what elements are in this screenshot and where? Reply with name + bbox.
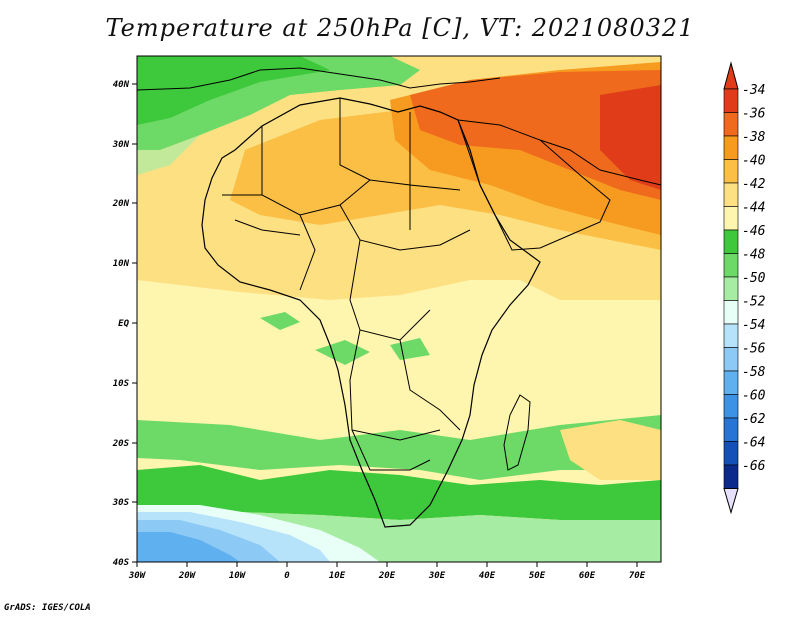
colorbar-label: -34 [742,83,765,98]
colorbar-swatch [723,182,739,207]
lat-tick-labels: 40N 30N 20N 10N EQ 10S 20S 30S 40S [112,80,130,568]
lon-tick-label: 20E [378,571,396,581]
lat-tick-label: 30N [112,140,130,150]
colorbar-swatch [723,135,739,160]
colorbar-label: -46 [742,224,766,239]
colorbar-label: -42 [742,177,766,192]
colorbar-swatch [723,441,739,466]
colorbar-swatch [723,347,739,372]
lon-tick-label: 20W [178,571,197,581]
colorbar-swatch [723,300,739,325]
colorbar-swatch [723,464,739,489]
colorbar-label: -36 [742,107,766,122]
lat-tick-label: 40S [113,558,130,568]
colorbar-bottom-arrow [723,488,739,515]
colorbar-label: -62 [742,412,766,427]
temperature-field [137,56,661,562]
grads-credit: GrADS: IGES/COLA [4,603,91,613]
colorbar-swatch [723,276,739,301]
colorbar-swatch [723,394,739,419]
lat-tick-label: EQ [118,319,129,329]
colorbar-label: -48 [742,248,766,263]
colorbar-swatch [723,323,739,348]
colorbar-swatch [723,229,739,254]
lon-tick-label: 10E [329,571,346,581]
colorbar-top-arrow [723,61,739,90]
colorbar-swatch [723,159,739,184]
colorbar-label: -64 [742,436,765,451]
lon-tick-label: 30W [128,571,147,581]
colorbar-swatch [723,253,739,278]
lat-tick-label: 30S [112,498,130,508]
colorbar-label: -60 [742,389,766,404]
lat-tick-label: 20S [112,439,130,449]
lon-tick-label: 40E [479,571,496,581]
colorbar-swatch [723,370,739,395]
lon-tick-label: 30E [428,571,446,581]
colorbar-label: -58 [742,365,766,380]
lon-tick-label: 50E [529,571,546,581]
lat-tick-label: 10S [113,379,130,389]
colorbar-label: -52 [742,295,766,310]
colorbar-swatch [723,112,739,137]
colorbar-label: -44 [742,201,765,216]
lat-tick-label: 10N [113,259,130,269]
axis-ticks [132,83,638,567]
colorbar-label: -40 [742,154,766,169]
colorbar-label: -50 [742,271,766,286]
lat-tick-label: 20N [112,199,130,209]
map-title: Temperature at 250hPa [C], VT: 202108032… [105,14,695,42]
colorbar-label: -38 [742,130,766,145]
colorbar: -34 -36 -38 -40 -42 -44 -46 -48 -50 -52 -54 -56 -58 -… [723,61,766,515]
lon-tick-labels: 30W 20W 10W 0 10E 20E 30E 40E 50E 60E 70… [128,571,646,581]
lon-tick-label: 10W [229,571,247,581]
lon-tick-label: 60E [579,571,596,581]
colorbar-swatch [723,88,739,113]
colorbar-swatch [723,417,739,442]
lon-tick-label: 0 [284,571,290,581]
colorbar-swatch [723,206,739,231]
plot-frame [136,55,662,563]
coastlines [137,67,661,528]
colorbar-label: -54 [742,318,765,333]
lat-tick-label: 40N [113,80,130,90]
colorbar-label: -56 [742,342,766,357]
colorbar-label: -66 [742,459,766,474]
lon-tick-label: 70E [629,571,646,581]
